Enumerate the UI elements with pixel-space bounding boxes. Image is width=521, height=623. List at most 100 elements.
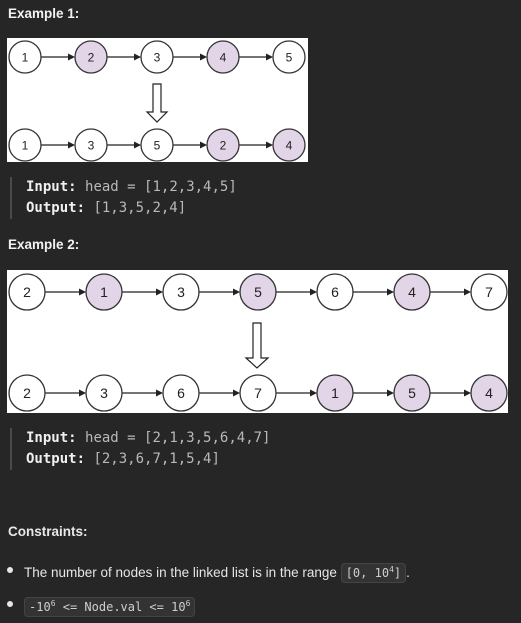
arrow-head: [464, 288, 471, 296]
input-var: head: [85, 179, 119, 195]
node-label: 2: [23, 385, 31, 401]
arrow-head: [233, 288, 240, 296]
example-1-io: Input: head = [1,2,3,4,5] Output: [1,3,5…: [10, 177, 237, 219]
list-node: 1: [316, 374, 354, 412]
arrow-head: [156, 288, 163, 296]
node-circle: [74, 128, 108, 162]
node-label: 4: [408, 284, 416, 300]
constraint-code: -106 <= Node.val <= 106: [24, 597, 196, 617]
node-circle: [85, 374, 123, 412]
list-node: 2: [74, 40, 108, 74]
arrow-head: [79, 288, 86, 296]
input-eq: =: [127, 430, 136, 446]
node-circle: [316, 374, 354, 412]
node-circle: [393, 374, 431, 412]
input-label: Input:: [26, 430, 77, 446]
node-circle: [162, 273, 200, 311]
example-2-diagram: 2 1 3 5 6 4 7 2 3 6 7 1 5 4: [7, 270, 508, 413]
list-node: 1: [85, 273, 123, 311]
node-circle: [162, 374, 200, 412]
node-label: 1: [331, 385, 339, 401]
node-circle: [8, 128, 42, 162]
list-node: 4: [393, 273, 431, 311]
arrow-head: [79, 389, 86, 397]
list-node: 3: [85, 374, 123, 412]
list-node: 6: [316, 273, 354, 311]
node-circle: [206, 40, 240, 74]
node-label: 6: [331, 284, 339, 300]
node-circle: [316, 273, 354, 311]
constraint-end: .: [406, 565, 410, 580]
transform-arrow-icon: [145, 83, 169, 123]
list-node: 2: [8, 273, 46, 311]
input-value: [1,2,3,4,5]: [144, 179, 237, 195]
node-label: 7: [485, 284, 493, 300]
constraint-code: [0, 104]: [340, 563, 407, 583]
node-circle: [239, 273, 277, 311]
list-node: 2: [8, 374, 46, 412]
example-2-title: Example 2:: [8, 237, 80, 252]
list-node: 6: [162, 374, 200, 412]
arrow-head: [464, 389, 471, 397]
node-circle: [8, 374, 46, 412]
arrow-head: [233, 389, 240, 397]
node-circle: [272, 40, 306, 74]
arrow-head: [310, 288, 317, 296]
node-circle: [239, 374, 277, 412]
list-node: 5: [393, 374, 431, 412]
arrow-head: [266, 141, 273, 149]
arrow-head: [134, 141, 141, 149]
input-label: Input:: [26, 179, 77, 195]
arrow-head: [266, 53, 273, 61]
constraints-title: Constraints:: [8, 524, 88, 539]
arrow-head: [310, 389, 317, 397]
input-value: [2,1,3,5,6,4,7]: [144, 430, 271, 446]
input-eq: =: [127, 179, 136, 195]
node-circle: [393, 273, 431, 311]
node-label: 5: [286, 50, 293, 64]
node-label: 5: [254, 284, 262, 300]
example-2-io: Input: head = [2,1,3,5,6,4,7] Output: [2…: [10, 428, 270, 470]
node-label: 2: [220, 138, 227, 152]
input-var: head: [85, 430, 119, 446]
output-value: [1,3,5,2,4]: [93, 200, 187, 216]
code-sup: 4: [389, 565, 394, 574]
arrow-head: [134, 53, 141, 61]
node-circle: [470, 374, 508, 412]
node-label: 3: [100, 385, 108, 401]
list-node: 3: [140, 40, 174, 74]
list-node: 4: [206, 40, 240, 74]
node-label: 5: [154, 138, 161, 152]
list-node: 1: [8, 128, 42, 162]
code-part: <= Node.val <= 10: [55, 600, 186, 614]
code-part: [0, 10: [345, 566, 390, 580]
list-node: 2: [206, 128, 240, 162]
list-node: 1: [8, 40, 42, 74]
list-node: 4: [470, 374, 508, 412]
output-label: Output:: [26, 451, 86, 467]
arrow-head: [200, 53, 207, 61]
node-circle: [85, 273, 123, 311]
list-node: 5: [140, 128, 174, 162]
node-label: 4: [286, 138, 293, 152]
arrow-head: [387, 288, 394, 296]
list-node: 7: [239, 374, 277, 412]
node-label: 6: [177, 385, 185, 401]
node-label: 1: [22, 138, 29, 152]
node-circle: [8, 273, 46, 311]
node-circle: [272, 128, 306, 162]
node-label: 4: [485, 385, 493, 401]
arrow-head: [68, 141, 75, 149]
node-circle: [206, 128, 240, 162]
node-circle: [8, 40, 42, 74]
node-label: 7: [254, 385, 262, 401]
code-part: ]: [393, 566, 402, 580]
arrow-head: [68, 53, 75, 61]
node-label: 3: [177, 284, 185, 300]
node-label: 5: [408, 385, 416, 401]
constraint-text: The number of nodes in the linked list i…: [24, 565, 337, 580]
node-circle: [74, 40, 108, 74]
output-value: [2,3,6,7,1,5,4]: [93, 451, 220, 467]
node-circle: [140, 128, 174, 162]
arrow-head: [156, 389, 163, 397]
